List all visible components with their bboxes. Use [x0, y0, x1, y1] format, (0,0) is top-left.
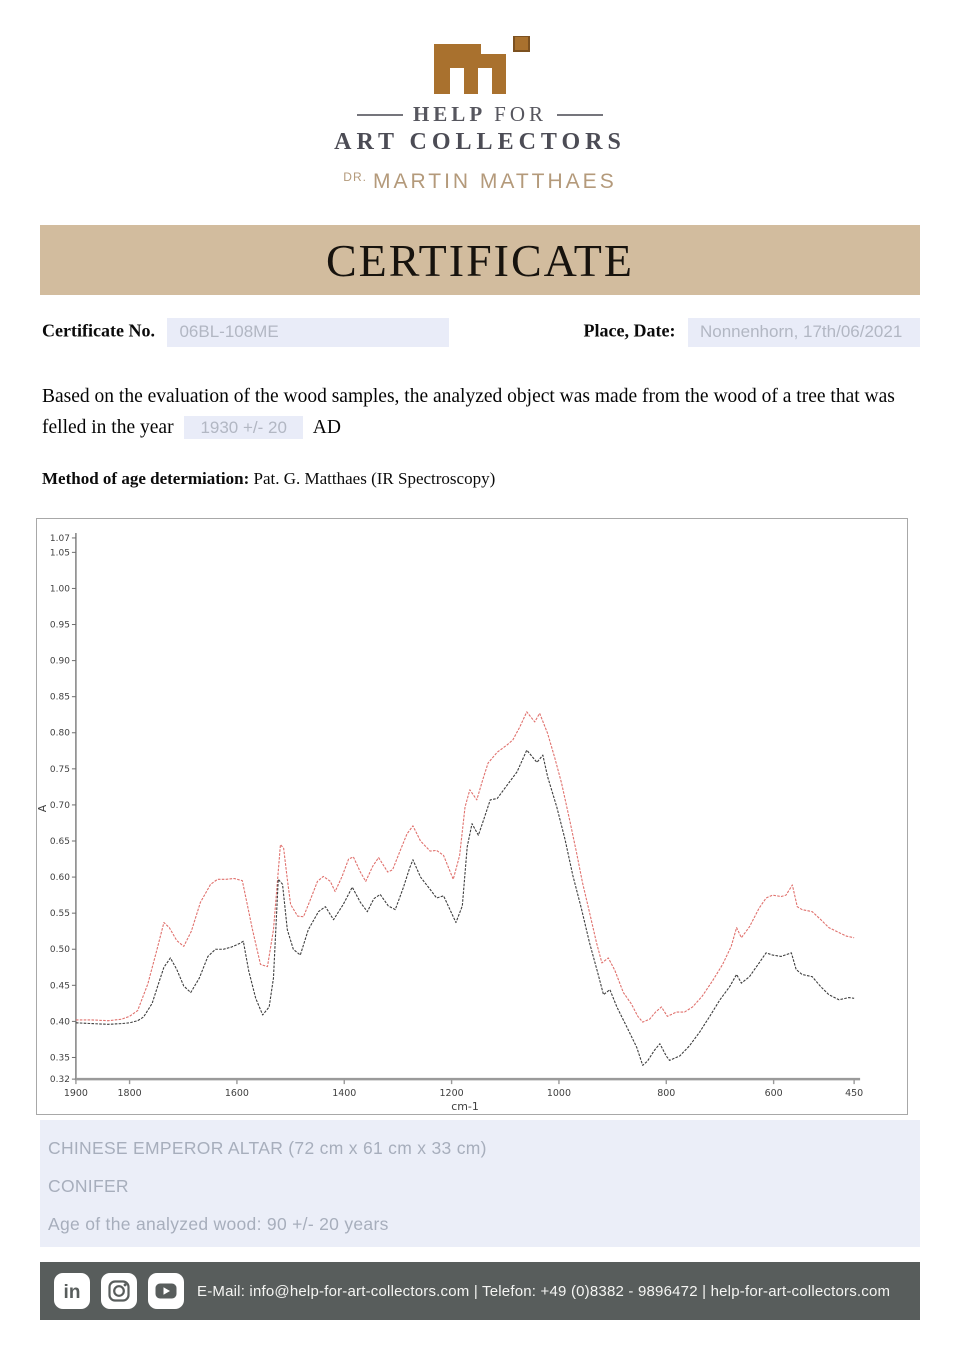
footer-contact-text: E-Mail: info@help-for-art-collectors.com… [197, 1282, 891, 1300]
x-tick-label: 800 [657, 1088, 675, 1099]
linkedin-icon[interactable]: in [53, 1272, 91, 1310]
brand-logo-icon [434, 36, 530, 94]
ir-spectrum-chart: 1.07 1.05 1.00 0.95 0.90 0.85 0.80 0.75 0.70 0.65… [37, 532, 863, 1113]
brand-header: HELP FOR ART COLLECTORS DR. MARTIN MATTHA… [0, 36, 960, 194]
social-icons: in [53, 1272, 185, 1310]
y-tick-label: 0.85 [50, 693, 70, 703]
y-tick-label: 1.05 [50, 548, 70, 558]
object-info-box: CHINESE EMPEROR ALTAR (72 cm x 61 cm x 3… [40, 1120, 920, 1247]
wood-species: CONIFER [48, 1176, 129, 1196]
owner-name: MARTIN MATTHAES [372, 170, 617, 193]
y-tick-label: 0.90 [50, 657, 70, 667]
y-tick-label: 0.60 [50, 873, 70, 883]
place-date-field[interactable]: Nonnenhorn, 17th/06/2021 [688, 318, 920, 347]
statement-text: Based on the evaluation of the wood samp… [42, 386, 895, 438]
red-spectrum-curve [75, 711, 855, 1023]
y-tick-label: 0.70 [50, 801, 70, 811]
method-line: Method of age determiation: Pat. G. Matt… [42, 469, 495, 489]
x-tick-label: 1800 [118, 1088, 142, 1099]
y-tick-label: 0.55 [50, 909, 70, 919]
doctor-title: DR. [343, 170, 367, 184]
wood-age: Age of the analyzed wood: 90 +/- 20 year… [48, 1214, 389, 1234]
chart-container: 1.07 1.05 1.00 0.95 0.90 0.85 0.80 0.75 0.70 0.65… [36, 518, 908, 1115]
x-tick-label: 1000 [547, 1088, 571, 1099]
y-tick-label: 0.45 [50, 981, 70, 991]
brand-for: FOR [494, 102, 548, 126]
y-axis-label: A [37, 804, 49, 812]
certificate-no-label: Certificate No. [42, 320, 155, 341]
x-tick-label: 450 [845, 1088, 863, 1099]
y-tick-label: 0.80 [50, 729, 70, 739]
place-date-label: Place, Date: [583, 320, 676, 341]
method-value: Pat. G. Matthaes (IR Spectroscopy) [249, 469, 496, 488]
x-tick-label: 600 [765, 1088, 783, 1099]
left-rule-line [356, 113, 403, 116]
brand-owner: DR. MARTIN MATTHAES [0, 170, 960, 194]
certificate-banner: CERTIFICATE [40, 225, 920, 295]
y-tick-label: 0.32 [50, 1075, 70, 1085]
method-label: Method of age determiation: [42, 469, 250, 488]
x-axis-label: cm-1 [451, 1100, 479, 1113]
youtube-icon[interactable] [147, 1272, 185, 1310]
x-tick-label: 1400 [332, 1088, 356, 1099]
brand-help: HELP [412, 102, 487, 126]
statement-suffix: AD [312, 417, 341, 438]
place-date-group: Place, Date: Nonnenhorn, 17th/06/2021 [584, 318, 920, 347]
svg-text:in: in [64, 1282, 81, 1303]
y-tick-label: 1.00 [50, 584, 70, 594]
certificate-no-field[interactable]: 06BL-108ME [167, 318, 450, 347]
x-tick-label: 1200 [440, 1088, 464, 1099]
y-tick-label: 0.40 [50, 1017, 70, 1027]
felling-year-field[interactable]: 1930 +/- 20 [184, 416, 303, 439]
right-rule-line [557, 113, 604, 116]
y-tick-label: 0.75 [50, 765, 70, 775]
x-tick-label: 1900 [64, 1088, 88, 1099]
certificate-fields-row: Certificate No. 06BL-108ME Place, Date: … [42, 318, 920, 347]
brand-name-line2: ART COLLECTORS [334, 129, 626, 155]
object-title: CHINESE EMPEROR ALTAR (72 cm x 61 cm x 3… [48, 1138, 487, 1158]
y-tick-label: 1.07 [50, 534, 70, 544]
black-spectrum-curve [75, 749, 855, 1066]
y-tick-label: 0.95 [50, 621, 70, 631]
instagram-icon[interactable] [100, 1272, 138, 1310]
footer-bar: in E-Mail: info@help-for-art-collectors.… [40, 1262, 920, 1320]
brand-name-line1: HELP FOR [0, 102, 960, 127]
statement-paragraph: Based on the evaluation of the wood samp… [42, 381, 922, 443]
y-tick-label: 0.50 [50, 945, 70, 955]
y-tick-label: 0.35 [50, 1053, 70, 1063]
x-tick-label: 1600 [225, 1088, 249, 1099]
y-tick-label: 0.65 [50, 837, 70, 847]
page-title: CERTIFICATE [325, 234, 635, 286]
